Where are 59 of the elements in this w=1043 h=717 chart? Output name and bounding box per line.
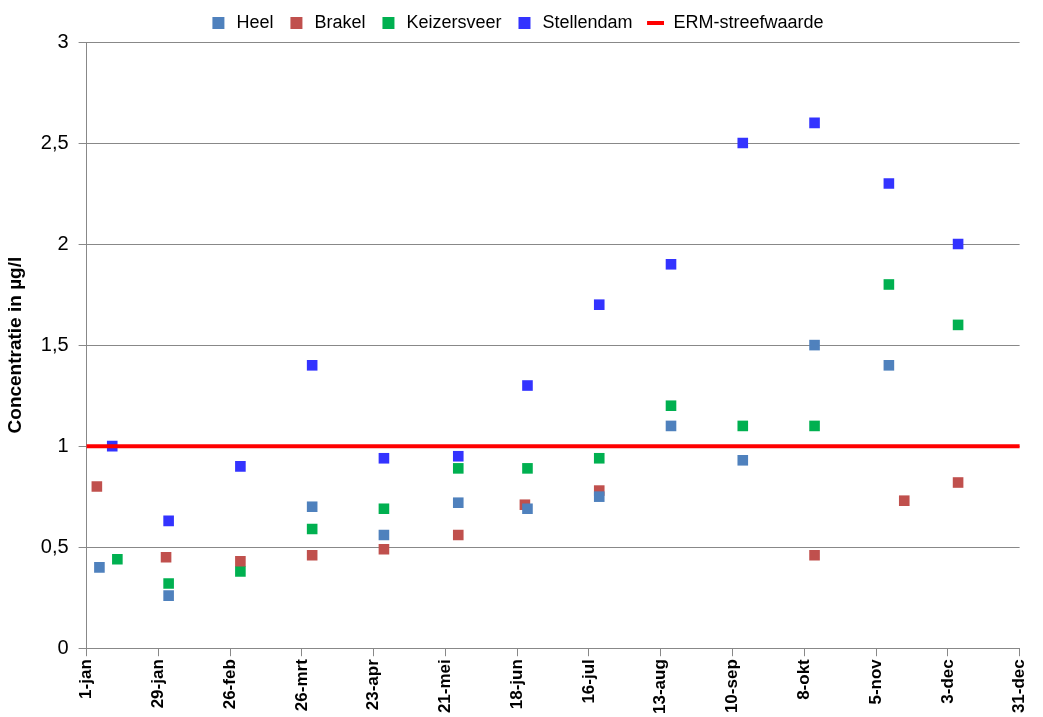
point [809,420,820,432]
point [235,461,246,472]
point [665,400,677,412]
point [809,549,820,561]
x-tick-label: 13-aug [650,659,670,714]
point [452,463,464,474]
point [235,566,246,577]
x-tick-label: 26-feb [219,659,239,710]
point [737,420,749,432]
x-tick-label: 23-apr [363,658,383,711]
x-tick-label: 10-sep [722,659,742,714]
point [306,501,318,513]
y-tick-label: 1,5 [40,332,69,355]
point [898,495,910,506]
point [522,380,533,391]
legend-label: Brakel [314,11,366,32]
y-tick-label: 3 [57,29,69,52]
x-tick-label: 18-jun [506,659,526,710]
x-tick-label: 31-dec [1009,659,1029,714]
x-tick-label: 21-mei [435,659,455,714]
point [522,463,533,474]
legend-label: Keizersveer [406,11,502,32]
y-tick-label: 0,5 [40,534,69,557]
point [665,258,677,270]
x-tick-label: 1-jan [76,659,96,699]
y-tick-label: 0 [57,635,69,658]
point [883,178,895,189]
x-tick-label: 29-jan [148,659,168,709]
x-tick-label: 8-okt [793,658,813,700]
point [883,360,895,371]
point [952,477,964,488]
point [452,497,464,509]
point [593,299,605,310]
y-tick-label: 2 [57,231,69,254]
point [883,279,895,290]
point [306,360,318,371]
point [306,549,318,561]
x-tick-label: 3-dec [937,659,957,704]
x-tick-label: 16-jul [578,659,598,704]
y-axis-title: Concentratie in µg/l [3,256,25,434]
y-tick-label: 2,5 [40,130,69,153]
x-tick-label: 5-nov [865,658,885,705]
x-tick-label: 26-mrt [291,658,311,712]
point [452,529,464,541]
point [593,491,605,502]
point [809,339,820,351]
legend-label: Heel [236,11,274,32]
point [452,450,464,462]
point [809,117,820,129]
legend-label: Stellendam [542,11,633,32]
point [522,503,533,515]
point [378,503,390,515]
point [235,556,246,567]
y-tick-label: 1 [57,433,69,456]
point [737,137,749,149]
point [378,452,390,464]
point [593,452,605,464]
point [737,454,749,466]
legend-label: ERM-streefwaarde [673,11,824,32]
